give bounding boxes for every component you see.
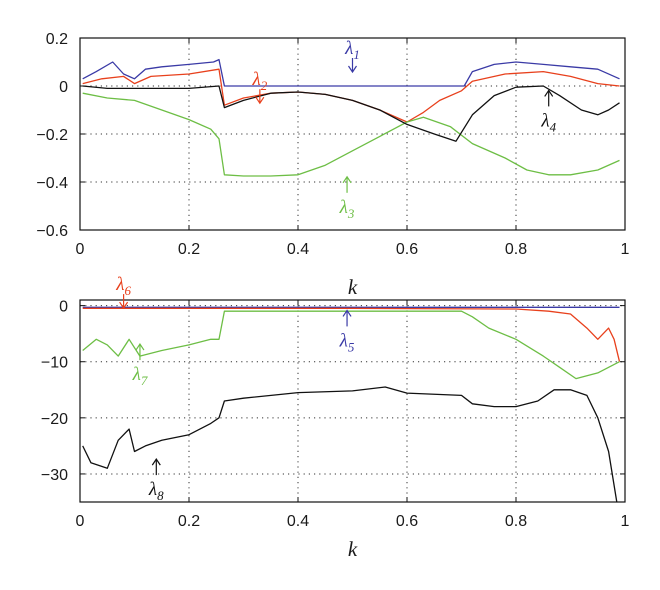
panel1-xtick-label-2: 0.4: [287, 241, 309, 258]
panel1-series-λ1: [82, 58, 620, 87]
panel2-label-lambda-8: λ8: [148, 479, 164, 503]
panel2-ytick-label-3: −30: [41, 467, 68, 484]
panel2-xtick-label-3: 0.6: [396, 513, 418, 530]
panel2-series-λ6: [82, 307, 621, 362]
panel2-xtick-label-0: 0: [76, 513, 85, 530]
panel1-xtick-label-5: 1: [621, 241, 630, 258]
panel2-ytick-label-1: −10: [41, 355, 68, 372]
panel1-xtick-label-4: 0.8: [505, 241, 527, 258]
panel1-xtick-label-0: 0: [76, 241, 85, 258]
panel2-series-λ7: [82, 310, 620, 380]
panel1-ytick-label-3: −0.4: [36, 175, 68, 192]
panel1-ytick-label-4: −0.6: [36, 223, 68, 240]
panel1-label-lambda-2: λ2: [251, 69, 267, 93]
panel2-label-lambda-7: λ7: [132, 364, 148, 388]
panel2-axes-frame: [79, 299, 626, 503]
panel2-ytick-label-0: 0: [59, 299, 68, 316]
panel2-series-λ8: [82, 386, 618, 503]
panel1-xtick-label-1: 0.2: [178, 241, 200, 258]
panel2-arrowhead-7: [135, 343, 145, 351]
panel1-arrowhead-2: [255, 96, 265, 105]
panel1-ytick-label-0: 0.2: [46, 31, 68, 48]
panel2-ytick-label-2: −20: [41, 411, 68, 428]
panel2-arrowhead-6: [119, 301, 129, 310]
panel1-arrowhead-3: [342, 175, 352, 184]
panel1-label-lambda-1: λ1: [344, 38, 360, 62]
panel1-label-lambda-3: λ3: [339, 197, 355, 221]
panel1-series-λ3: [82, 92, 620, 177]
panel1-xlabel: k: [348, 275, 358, 299]
panel1-series-λ4: [82, 85, 620, 142]
panel2-xtick-label-2: 0.4: [287, 513, 309, 530]
panel2-xtick-label-1: 0.2: [178, 513, 200, 530]
panel1-ytick-label-2: −0.2: [36, 127, 68, 144]
panel2-arrowhead-5: [342, 309, 352, 317]
panel2-xtick-label-4: 0.8: [505, 513, 527, 530]
panel1-arrowhead-1: [348, 65, 357, 74]
panel1-ytick-label-1: 0: [59, 79, 68, 96]
panel1-series-λ2: [82, 68, 620, 123]
panel1-label-lambda-4: λ4: [540, 110, 556, 134]
panel1-xtick-label-3: 0.6: [396, 241, 418, 258]
panel1-arrowhead-4: [544, 89, 554, 97]
panel2-label-lambda-6: λ6: [115, 274, 131, 298]
panel2-xtick-label-5: 1: [621, 513, 630, 530]
panel2-label-lambda-5: λ5: [339, 330, 355, 354]
panel2-xlabel: k: [348, 537, 358, 561]
panel2-arrowhead-8: [151, 458, 161, 466]
